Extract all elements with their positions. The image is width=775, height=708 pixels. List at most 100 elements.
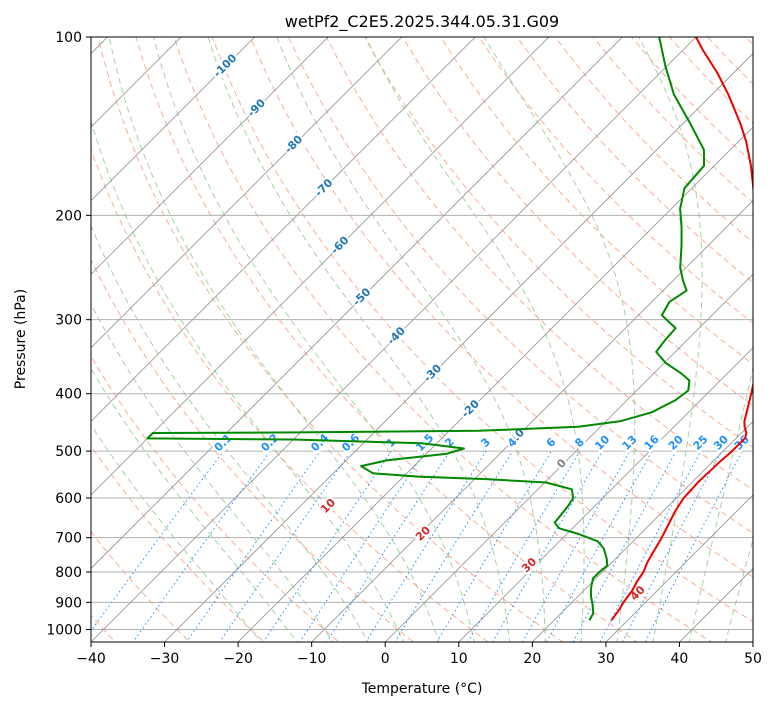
dry-adiabat-label-bg xyxy=(518,554,541,576)
plot-area: -100-90-80-70-60-50-40-30-20-100.1 0.2 0.4… xyxy=(91,37,753,642)
mixing-ratio-label-bg xyxy=(665,431,687,454)
dry-adiabat-line xyxy=(325,37,753,491)
mixing-ratio-line xyxy=(394,450,514,642)
mixing-ratio-label-bg xyxy=(307,430,333,455)
chart-title: wetPf2_C2E5.2025.344.05.31.G09 xyxy=(285,12,559,32)
isotherm-line xyxy=(91,37,256,202)
isotherm-label-bg xyxy=(327,232,353,258)
moist-adiabat-line xyxy=(638,37,703,642)
mixing-ratio-line xyxy=(572,450,677,642)
dewpoint-line xyxy=(146,37,705,621)
y-tick-label: 700 xyxy=(55,531,82,547)
mixing-ratio-line xyxy=(436,450,552,642)
y-tick-label: 600 xyxy=(55,491,82,507)
mixing-ratio-line xyxy=(467,450,581,642)
isotherm-line xyxy=(91,37,403,349)
isotherm-label-bg xyxy=(244,95,270,121)
temperature-line xyxy=(610,37,753,621)
dry-adiabat-label-bg xyxy=(412,522,435,545)
dry-adiabat-line xyxy=(173,37,713,642)
isotherm-line xyxy=(91,37,550,496)
moist-adiabat-label-bg xyxy=(553,455,570,472)
mixing-ratio-line xyxy=(599,450,702,642)
mixing-ratio-label-bg xyxy=(571,434,588,451)
mixing-ratio-line xyxy=(644,450,743,642)
y-tick-label: 1000 xyxy=(46,622,82,638)
background-line-labels: -100-90-80-70-60-50-40-30-20-100.1 0.2 0.4… xyxy=(210,50,753,604)
mixing-ratio-line xyxy=(521,450,631,642)
isotherm-line xyxy=(163,52,753,642)
y-tick-label: 800 xyxy=(55,565,82,581)
x-axis-title: Temperature (°C) xyxy=(361,681,483,697)
mixing-ratio-line xyxy=(219,450,352,642)
mixing-ratio-line xyxy=(185,450,321,642)
moist-adiabat-line xyxy=(365,37,585,642)
mixing-ratio-line xyxy=(91,450,224,632)
x-tick-label: 50 xyxy=(744,651,762,667)
dry-adiabat-line xyxy=(91,258,415,642)
x-tick-label: 40 xyxy=(671,651,689,667)
isotherm-label-bg xyxy=(311,175,337,201)
isotherm-line xyxy=(458,347,753,642)
mixing-ratio-label-bg xyxy=(640,431,663,454)
y-tick-label: 900 xyxy=(55,595,82,611)
moist-adiabat-line xyxy=(91,302,334,642)
dry-adiabat-line xyxy=(364,37,753,449)
isotherm-line xyxy=(311,200,753,642)
mixing-ratio-label-bg xyxy=(338,430,364,455)
x-tick-label: −30 xyxy=(150,651,180,667)
mixing-ratio-label-bg xyxy=(210,430,236,455)
dry-adiabat-line xyxy=(97,37,564,642)
dry-adiabat-line xyxy=(516,37,753,284)
y-axis: 100 200 300 400 500 600 700 800 900 1000 xyxy=(46,30,91,638)
x-tick-label: 0 xyxy=(381,651,390,667)
mixing-ratio-label-bg xyxy=(689,432,712,454)
plot-frame xyxy=(90,36,754,643)
x-tick-label: 20 xyxy=(523,651,541,667)
mixing-ratio-label-bg xyxy=(591,431,614,454)
mixing-ratio-label-bg xyxy=(543,434,560,451)
isotherm-label-bg xyxy=(458,396,484,422)
isotherm-line xyxy=(531,420,753,642)
isotherm-line xyxy=(237,126,753,642)
dry-adiabat-line xyxy=(402,37,753,407)
isotherm-label-bg xyxy=(281,131,307,157)
dry-adiabat-label-bg xyxy=(626,582,649,604)
x-tick-label: −10 xyxy=(297,651,327,667)
dry-adiabat-line xyxy=(211,37,753,623)
moist-adiabat-line xyxy=(725,537,753,642)
dry-adiabat-line xyxy=(91,531,191,642)
dry-adiabat-line xyxy=(91,355,340,642)
mixing-ratio-line xyxy=(546,450,653,642)
mixing-ratio-label-bg xyxy=(477,434,494,451)
y-tick-label: 400 xyxy=(55,387,82,403)
isotherm-line xyxy=(91,37,624,570)
moist-adiabat-line xyxy=(153,37,475,642)
isotherm-line xyxy=(605,494,753,642)
x-axis: −40 −30 −20 −10 0 10 20 30 40 50 xyxy=(76,642,762,667)
mixing-ratio-line xyxy=(326,450,451,642)
dry-adiabats xyxy=(91,37,753,642)
isotherm-label-bg xyxy=(210,50,241,81)
mixing-ratio-label-bg xyxy=(710,431,732,454)
x-tick-label: 30 xyxy=(597,651,615,667)
x-tick-label: −20 xyxy=(223,651,253,667)
dry-adiabat-line xyxy=(249,37,753,578)
isotherm-line xyxy=(384,273,753,642)
y-axis-title: Pressure (hPa) xyxy=(13,289,29,389)
moist-adiabat-line xyxy=(276,37,546,642)
mixing-ratio-line xyxy=(622,450,722,642)
y-tick-label: 300 xyxy=(55,313,82,329)
dry-adiabat-label-bg xyxy=(317,495,340,517)
moist-adiabat-line xyxy=(483,37,636,642)
isotherm-line xyxy=(91,37,329,275)
y-tick-label: 200 xyxy=(55,208,82,224)
isotherm-label-bg xyxy=(349,284,375,310)
dry-adiabat-line xyxy=(135,37,639,642)
isotherm-label-bg xyxy=(384,323,409,349)
isotherm-label-bg xyxy=(420,360,446,386)
x-tick-label: −40 xyxy=(76,651,106,667)
y-tick-label: 500 xyxy=(55,444,82,460)
mixing-ratio-label-bg xyxy=(504,434,521,451)
